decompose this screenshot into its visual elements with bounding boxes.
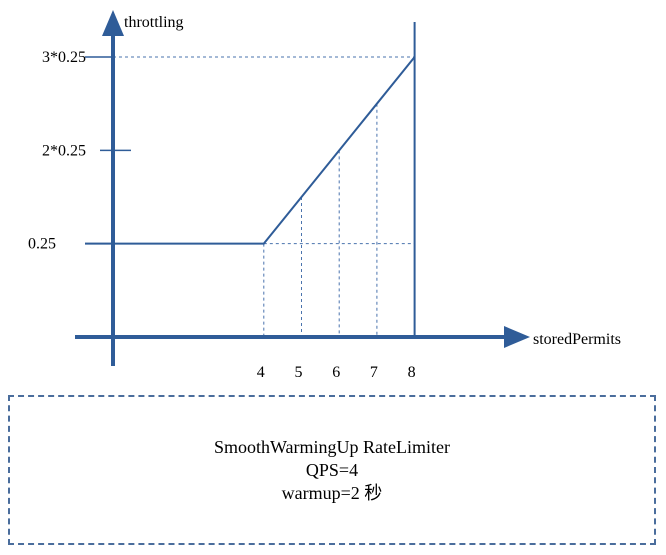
series-layer [85,56,416,245]
throttling-chart: 0.25 2*0.25 3*0.25 4 5 6 7 8 throttling storedP… [28,10,621,381]
note-box: SmoothWarmingUp RateLimiter QPS=4 warmup… [8,395,656,545]
x-tick-label-5: 5 [295,364,303,381]
x-tick-label-4: 4 [257,364,265,381]
tick-layer: 0.25 2*0.25 3*0.25 4 5 6 7 8 [28,49,416,381]
series-line [85,56,416,245]
y-axis-label: throttling [124,14,184,31]
x-axis-arrow [504,326,530,348]
y-tick-label-2: 3*0.25 [42,49,86,66]
note-warmup: warmup=2 秒 [281,482,383,503]
x-axis-label: storedPermits [533,331,621,348]
note-title: SmoothWarmingUp RateLimiter [213,436,450,457]
y-tick-label-0: 0.25 [28,236,56,253]
guide-lines [113,56,416,337]
y-tick-label-1: 2*0.25 [42,142,86,159]
y-axis-arrow [102,10,124,36]
axes [75,10,530,366]
x-tick-label-6: 6 [332,364,340,381]
note-qps: QPS=4 [305,459,359,480]
x-tick-label-8: 8 [408,364,416,381]
x-tick-label-7: 7 [370,364,378,381]
